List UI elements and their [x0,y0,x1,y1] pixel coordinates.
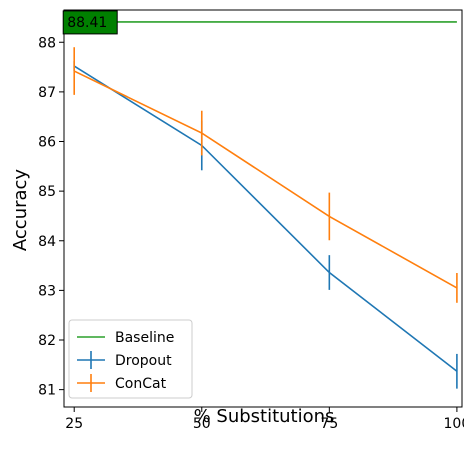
y-axis-label: Accuracy [10,169,31,252]
x-tick-label: 75 [320,416,338,432]
y-tick-label: 86 [38,135,56,151]
x-tick-label: 100 [444,416,464,432]
legend-box [68,319,193,399]
legend-label-baseline: Baseline [115,330,174,346]
dropout-line [73,65,458,372]
plot-area [63,9,463,408]
legend-label-concat: ConCat [115,376,167,392]
y-tick-label: 84 [38,234,56,250]
x-tick-label: 50 [193,416,211,432]
x-axis-label: % Substitutions [194,406,335,427]
y-tick-label: 87 [38,85,56,101]
legend-label-dropout: Dropout [115,353,172,369]
plot-frame [63,9,463,408]
concat-line [73,70,458,289]
value-annotation: 88.41 [62,10,118,35]
annotation-text: 88.41 [67,15,107,31]
annotation-box [62,10,118,35]
y-tick-label: 83 [38,283,56,299]
y-tick-label: 88 [38,35,56,51]
x-axis: 25 50 75 100 [65,407,464,432]
y-tick-label: 82 [38,333,56,349]
y-tick-label: 85 [38,184,56,200]
y-axis: 81 82 83 84 85 86 87 88 [38,35,64,399]
y-tick-label: 81 [38,383,56,399]
legend: Baseline Dropout ConCat [68,319,193,399]
x-tick-label: 25 [65,416,83,432]
